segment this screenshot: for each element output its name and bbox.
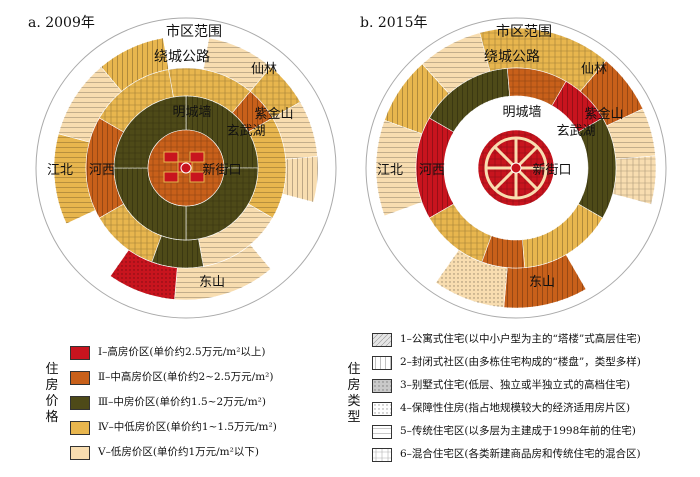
panel-a-title: a. 2009年 bbox=[28, 15, 95, 31]
core-dot bbox=[510, 162, 522, 174]
core-cell bbox=[163, 151, 179, 163]
outer-sector-hatch bbox=[422, 32, 491, 94]
ring-road-sector-hatch bbox=[85, 118, 124, 218]
legend-item-price-3: Ⅲ –中房价区(单价约1.5~2万元/m²) bbox=[70, 390, 277, 415]
city-boundary bbox=[35, 17, 337, 319]
city-wall-sector-hatch bbox=[186, 96, 258, 168]
label-city: 市区范围 bbox=[166, 23, 222, 40]
outer-sector-hatch bbox=[58, 66, 122, 143]
price-legend: Ⅰ –高房价区(单价约2.5万元/m²以上) Ⅱ –中高房价区(单价约2~2.5万元… bbox=[70, 340, 277, 465]
swatch-mid bbox=[70, 395, 90, 410]
legend-item-type-5: 5–传统住宅区(以多层为主建成于1998年前的住宅) bbox=[372, 420, 641, 443]
ring-road-sector-hatch bbox=[415, 118, 454, 218]
label-city-wall: 明城墙 bbox=[172, 105, 211, 120]
ring-road-sector-hatch bbox=[232, 91, 273, 132]
type-legend-title: 住 房 类 型 bbox=[347, 362, 361, 425]
price-legend-title: 住 房 价 格 bbox=[45, 362, 59, 425]
ring-road-sector-hatch bbox=[151, 235, 204, 268]
legend-item-type-1: 1–公寓式住宅(以中小户型为主的“塔楼”式高层住宅) bbox=[372, 328, 641, 351]
ring-road-sector-hatch bbox=[552, 81, 603, 132]
label-ring-road: 绕城公路 bbox=[484, 49, 540, 65]
ring-road-sector-hatch bbox=[248, 118, 286, 218]
label-ring-road: 绕城公路 bbox=[154, 49, 210, 65]
panel-b-title: b. 2015年 bbox=[360, 15, 428, 31]
swatch-gated-community bbox=[372, 355, 392, 370]
label-jiangbei: 江北 bbox=[47, 163, 73, 178]
ring-road-sector-hatch bbox=[481, 235, 525, 268]
legend-item-type-4: 4–保障性住房(指占地规模较大的经济适用房片区) bbox=[372, 397, 641, 420]
outer-sector-hatch bbox=[250, 66, 301, 118]
legend-item-type-6: 6–混合住宅区(各类新建商品房和传统住宅的混合区) bbox=[372, 443, 641, 466]
core-cell bbox=[189, 171, 205, 183]
outer-sector-hatch bbox=[612, 155, 656, 205]
swatch-mid-low bbox=[70, 420, 90, 435]
ring-road-sector-hatch bbox=[99, 204, 162, 262]
label-city: 市区范围 bbox=[496, 23, 552, 40]
label-xianlin: 仙林 bbox=[581, 62, 607, 77]
ring-road-sector-hatch bbox=[507, 68, 566, 106]
core-dot bbox=[180, 162, 192, 174]
label-dongshan: 东山 bbox=[199, 275, 225, 290]
ring-road-sector-hatch bbox=[578, 118, 616, 218]
label-jiangbei: 江北 bbox=[377, 163, 403, 178]
core-cell bbox=[189, 151, 205, 163]
label-hexi: 河西 bbox=[89, 163, 115, 178]
swatch-mixed bbox=[372, 447, 392, 462]
outer-sector-hatch bbox=[282, 156, 319, 203]
swatch-villa bbox=[372, 378, 392, 393]
label-xuanwu-lake: 玄武湖 bbox=[556, 124, 595, 139]
legend-item-price-5: Ⅴ –低房价区(单价约1万元/m²以下) bbox=[70, 440, 277, 465]
city-wall-sector-hatch bbox=[114, 168, 186, 240]
city-wall-sector-hatch bbox=[114, 96, 186, 168]
outer-sector-hatch bbox=[580, 60, 643, 126]
type-legend: 1–公寓式住宅(以中小户型为主的“塔楼”式高层住宅) 2–封闭式社区(由多栋住宅… bbox=[372, 328, 641, 466]
swatch-low bbox=[70, 445, 90, 460]
swatch-high bbox=[70, 370, 90, 385]
label-xinjiekou: 新街口 bbox=[202, 162, 241, 178]
legend-item-price-1: Ⅰ –高房价区(单价约2.5万元/m²以上) bbox=[70, 340, 277, 365]
swatch-apartment bbox=[372, 332, 392, 347]
ring-road-sector-hatch bbox=[168, 68, 251, 113]
outer-sector-hatch bbox=[174, 244, 271, 300]
swatch-traditional bbox=[372, 424, 392, 439]
outer-sector-hatch bbox=[110, 249, 178, 300]
swatch-very-high bbox=[70, 345, 90, 360]
outer-sector-hatch bbox=[384, 63, 450, 134]
ring-road-sector-hatch bbox=[522, 204, 603, 268]
ring-road-sector-hatch bbox=[429, 204, 492, 262]
label-xianlin: 仙林 bbox=[251, 62, 277, 77]
outer-sector-hatch bbox=[203, 38, 271, 92]
outer-sector-hatch bbox=[53, 133, 96, 224]
outer-sector-hatch bbox=[376, 120, 423, 216]
ring-road-sector-hatch bbox=[99, 69, 174, 132]
legend-item-price-2: Ⅱ –中高房价区(单价约2~2.5万元/m²) bbox=[70, 365, 277, 390]
label-zijinshan: 紫金山 bbox=[254, 106, 293, 122]
legend-item-type-2: 2–封闭式社区(由多栋住宅构成的“楼盘”，类型多样) bbox=[372, 351, 641, 374]
city-wall-sector-hatch bbox=[186, 168, 258, 240]
ring-road-sector-hatch bbox=[198, 204, 273, 267]
legend-item-price-4: Ⅳ –中低房价区(单价约1~1.5万元/m²) bbox=[70, 415, 277, 440]
label-xuanwu-lake: 玄武湖 bbox=[226, 124, 265, 139]
outer-sector-hatch bbox=[606, 108, 656, 160]
outer-sector-hatch bbox=[435, 249, 508, 308]
city-boundary bbox=[365, 17, 667, 319]
core-cell bbox=[163, 171, 179, 183]
outer-sector-hatch bbox=[101, 38, 169, 92]
legend-item-type-3: 3–别墅式住宅(低层、独立或半独立式的高档住宅) bbox=[372, 374, 641, 397]
label-zijinshan: 紫金山 bbox=[584, 106, 623, 122]
label-xinjiekou: 新街口 bbox=[532, 162, 571, 178]
label-hexi: 河西 bbox=[419, 163, 445, 178]
label-city-wall: 明城墙 bbox=[502, 105, 541, 120]
outer-sector-hatch bbox=[479, 27, 606, 92]
ring-road-sector-hatch bbox=[429, 68, 510, 132]
label-dongshan: 东山 bbox=[529, 275, 555, 290]
swatch-affordable bbox=[372, 401, 392, 416]
outer-sector-hatch bbox=[272, 102, 318, 160]
